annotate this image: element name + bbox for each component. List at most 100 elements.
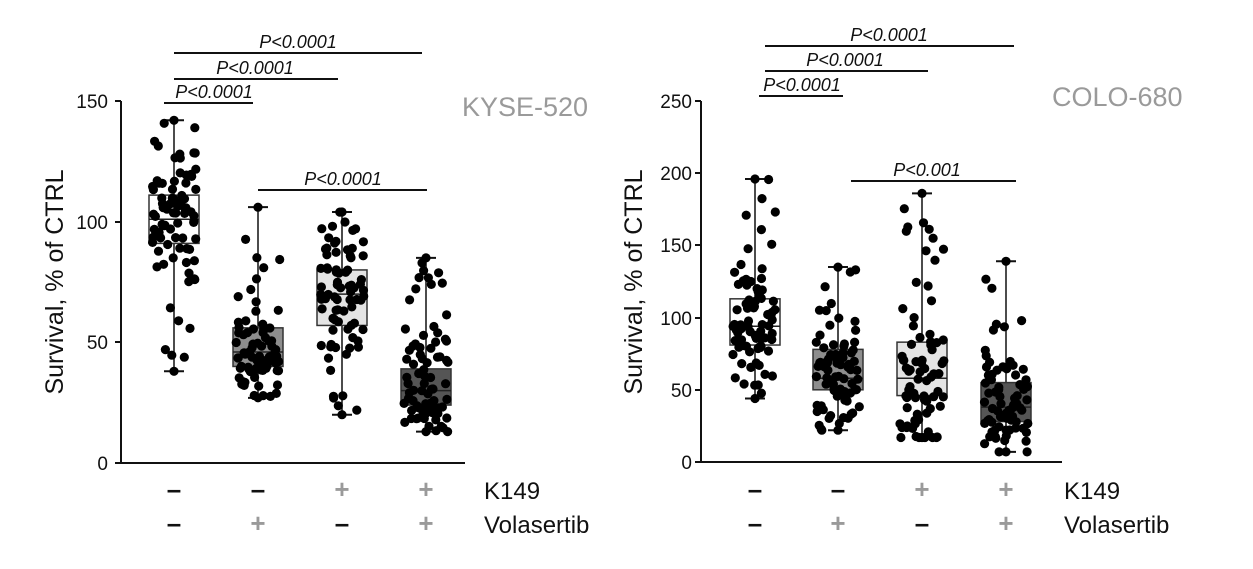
data-point — [275, 254, 285, 265]
data-point — [334, 268, 344, 278]
data-point — [441, 379, 451, 389]
data-point — [909, 313, 919, 323]
y-axis-label-kyse: Survival, % of CTRL — [41, 169, 69, 394]
box-combination — [399, 253, 453, 437]
data-point — [991, 319, 1002, 329]
data-point — [925, 329, 935, 339]
data-point — [324, 233, 334, 243]
treatment-matrix-kyse: – – + + K149 – + – + Volasertib — [167, 474, 590, 539]
data-point — [768, 296, 779, 306]
data-point — [356, 295, 366, 305]
data-point — [260, 333, 271, 343]
data-point — [180, 204, 190, 215]
data-point — [316, 263, 326, 273]
data-point — [436, 421, 446, 431]
box-k149 — [316, 207, 369, 420]
data-point — [938, 392, 948, 402]
data-point — [743, 316, 754, 326]
data-point — [191, 184, 201, 194]
data-point — [442, 310, 452, 320]
data-point — [741, 210, 751, 220]
data-point — [896, 432, 906, 443]
data-point — [335, 207, 345, 217]
data-point — [899, 355, 909, 365]
volasertib-label: Volasertib — [484, 512, 589, 539]
data-point — [341, 349, 351, 359]
data-point — [736, 259, 746, 270]
data-point — [316, 340, 326, 351]
data-point — [1001, 447, 1011, 457]
plus-sign: + — [250, 508, 265, 538]
minus-sign: – — [915, 508, 929, 538]
data-point — [157, 178, 167, 188]
data-point — [184, 277, 194, 287]
y-tick-label: 0 — [681, 453, 692, 474]
data-point — [926, 372, 936, 382]
data-point — [153, 246, 164, 256]
treatment-matrix-colo: – – + + K149 – + – + Volasertib — [748, 474, 1170, 539]
data-point — [915, 332, 925, 343]
data-point — [241, 316, 251, 326]
y-tick-label: 50 — [87, 333, 108, 354]
p-value-label: P<0.0001 — [175, 82, 253, 102]
data-point — [419, 266, 429, 276]
data-point — [149, 224, 159, 234]
data-point — [751, 358, 761, 368]
data-point — [736, 320, 746, 330]
data-point — [756, 388, 767, 398]
significance-brackets-kyse: P<0.0001 P<0.0001 P<0.0001 P<0.0001 — [164, 32, 427, 191]
data-point — [983, 416, 993, 426]
plot-area-colo — [728, 174, 1033, 457]
data-point — [174, 316, 184, 326]
data-point — [839, 341, 849, 351]
data-point — [850, 337, 860, 347]
data-point — [414, 273, 424, 283]
data-point — [828, 340, 839, 350]
box-volasertib — [811, 262, 864, 435]
data-point — [328, 325, 338, 335]
data-point — [248, 324, 258, 334]
data-point — [750, 380, 760, 390]
data-point — [1008, 403, 1018, 413]
data-point — [923, 281, 933, 291]
y-tick-label: 200 — [660, 164, 692, 185]
data-point — [732, 305, 742, 315]
y-tick-label: 250 — [660, 92, 692, 113]
data-point — [185, 323, 195, 333]
data-point — [815, 358, 825, 368]
data-point — [733, 328, 743, 338]
data-point — [346, 253, 356, 263]
significance-brackets-colo: P<0.0001 P<0.0001 P<0.0001 P<0.001 — [759, 25, 1016, 182]
data-point — [443, 427, 453, 437]
data-point — [743, 244, 753, 254]
data-point — [1001, 362, 1011, 372]
data-point — [902, 364, 913, 374]
data-point — [184, 268, 194, 278]
data-point — [349, 318, 359, 328]
data-point — [764, 174, 774, 185]
box-volasertib — [231, 202, 285, 403]
data-point — [730, 373, 740, 383]
data-point — [730, 336, 740, 346]
box-k149 — [895, 188, 949, 443]
p-value-label: P<0.0001 — [304, 169, 382, 189]
minus-sign: – — [748, 474, 762, 504]
data-point — [353, 336, 363, 346]
data-point — [746, 276, 756, 287]
data-point — [331, 342, 341, 353]
data-point — [404, 345, 414, 355]
data-point — [1022, 447, 1032, 457]
box-combination — [979, 256, 1033, 457]
data-point — [898, 304, 908, 314]
data-point — [190, 148, 200, 158]
box-ctrl — [148, 115, 201, 376]
data-point — [352, 405, 362, 415]
plus-sign: + — [998, 508, 1013, 538]
data-point — [437, 278, 447, 288]
data-point — [231, 337, 241, 348]
data-point — [895, 419, 905, 429]
data-point — [150, 136, 160, 146]
data-point — [815, 330, 825, 340]
data-point — [919, 391, 929, 401]
data-point — [811, 337, 821, 347]
